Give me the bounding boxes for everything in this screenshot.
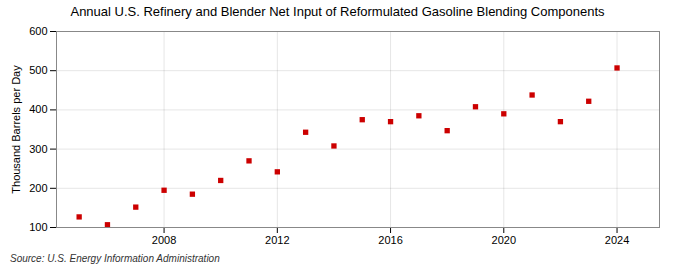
svg-text:400: 400 <box>29 103 47 115</box>
svg-text:2016: 2016 <box>378 234 402 246</box>
svg-text:2012: 2012 <box>265 234 289 246</box>
html-text:Annual U.S. Refinery and Blend: Annual U.S. Refinery and Blender Net Inp… <box>70 4 605 19</box>
svg-text:2008: 2008 <box>152 234 176 246</box>
svg-text:Thousand Barrels per Day: Thousand Barrels per Day <box>10 65 22 194</box>
svg-text:500: 500 <box>29 64 47 76</box>
svg-text:2020: 2020 <box>492 234 516 246</box>
svg-text:600: 600 <box>29 25 47 37</box>
svg-text:300: 300 <box>29 143 47 155</box>
svg-text:2024: 2024 <box>605 234 629 246</box>
html-text:Source: U.S. Energy Informatio: Source: U.S. Energy Information Administ… <box>10 253 220 264</box>
svg-text:200: 200 <box>29 182 47 194</box>
svg-text:100: 100 <box>29 221 47 233</box>
